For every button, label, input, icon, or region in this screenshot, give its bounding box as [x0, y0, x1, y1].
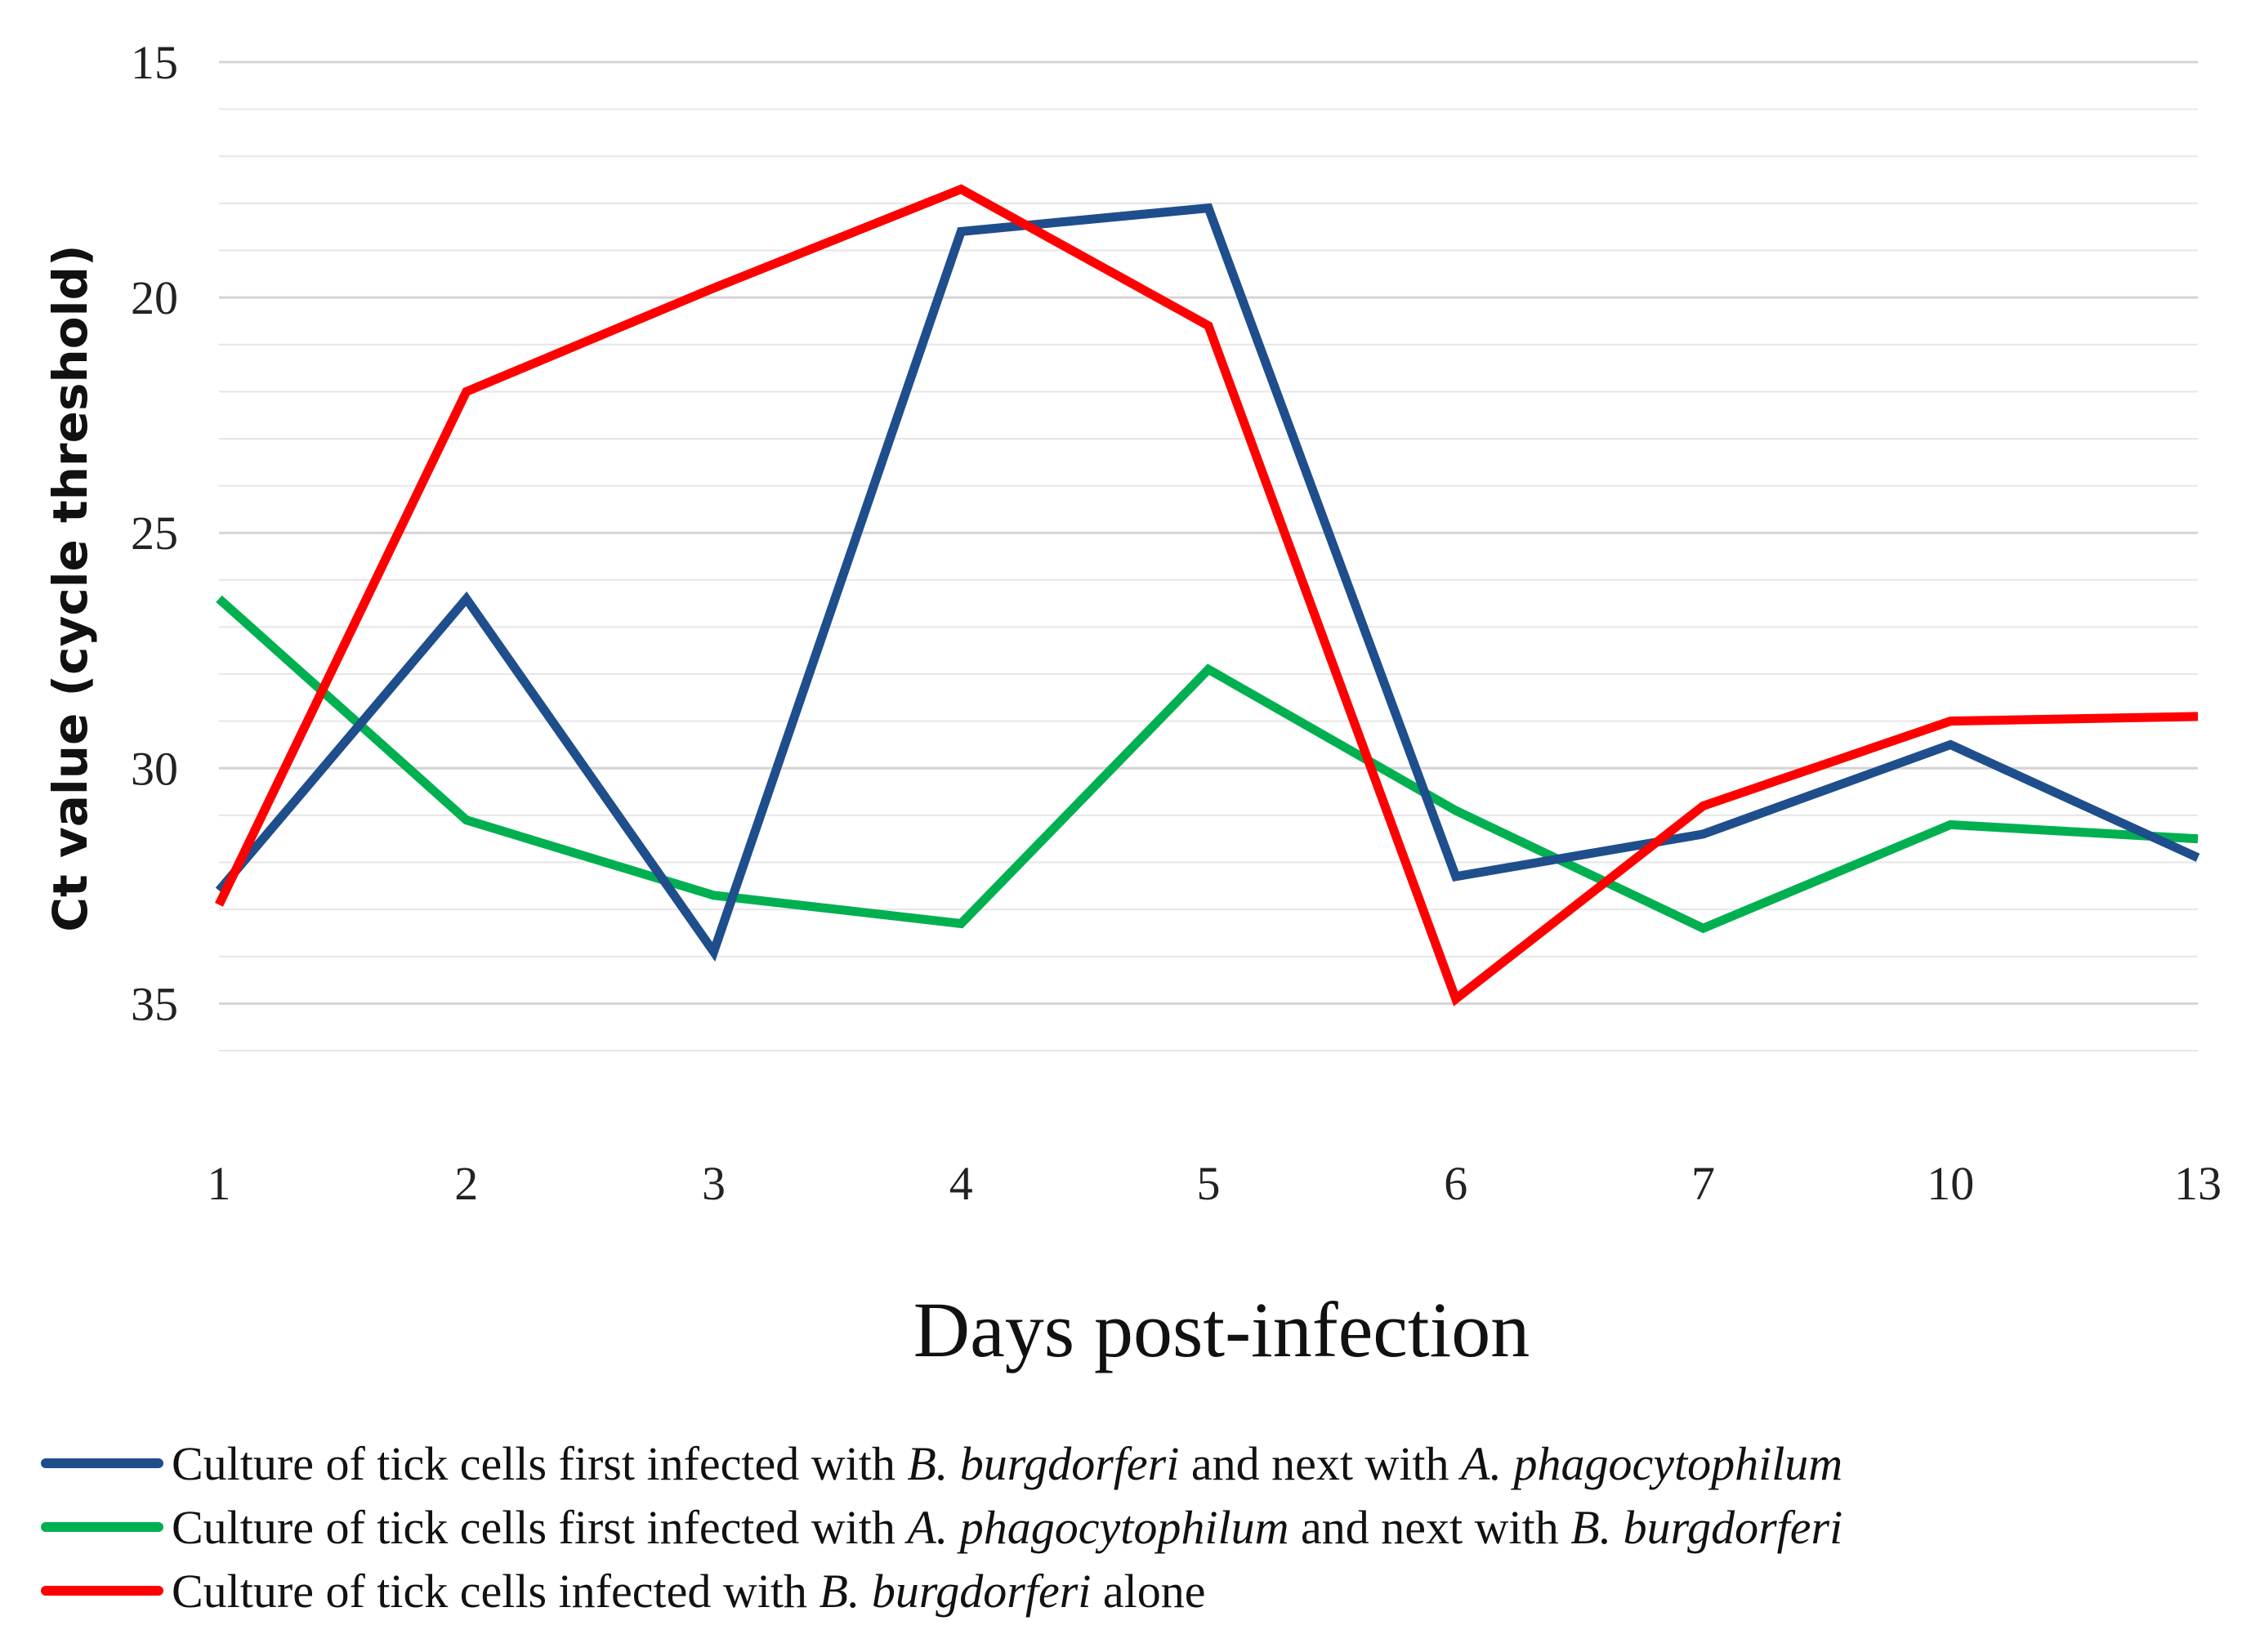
- legend-swatch: [41, 1586, 163, 1596]
- y-tick-label: 35: [131, 977, 178, 1030]
- y-tick-label: 30: [131, 742, 178, 795]
- series-line-2: [216, 595, 2199, 934]
- x-tick-label: 13: [2174, 1157, 2222, 1210]
- x-tick-label: 7: [1691, 1157, 1715, 1210]
- series-line-1: [215, 203, 2200, 962]
- series-line-3: [215, 184, 2199, 1007]
- x-tick-label: 10: [1927, 1157, 1974, 1210]
- legend-label: Culture of tick cells first infected wit…: [172, 1500, 1843, 1554]
- x-tick-label: 5: [1197, 1157, 1221, 1210]
- legend-item: Culture of tick cells first infected wit…: [41, 1495, 1842, 1559]
- legend-item: Culture of tick cells infected with B. b…: [41, 1559, 1842, 1623]
- x-tick-label: 1: [208, 1157, 231, 1210]
- y-tick-labels: 15 20 25 30 35: [131, 36, 178, 1030]
- legend-swatch: [41, 1522, 163, 1532]
- legend-label: Culture of tick cells first infected wit…: [172, 1436, 1843, 1490]
- x-tick-label: 6: [1444, 1157, 1467, 1210]
- x-axis-label: Days post-infection: [913, 1286, 1530, 1373]
- y-axis-label: Ct value (cycle threshold): [42, 244, 98, 931]
- series-lines: [215, 184, 2200, 1007]
- x-tick-labels: 1 2 3 4 5 6 7 10 13: [208, 1157, 2222, 1210]
- legend-swatch: [41, 1458, 163, 1468]
- legend: Culture of tick cells first infected wit…: [41, 1431, 1842, 1623]
- x-tick-label: 4: [949, 1157, 973, 1210]
- y-tick-label: 15: [131, 36, 178, 89]
- legend-label: Culture of tick cells infected with B. b…: [172, 1564, 1206, 1618]
- legend-item: Culture of tick cells first infected wit…: [41, 1431, 1842, 1495]
- y-tick-label: 20: [131, 271, 178, 324]
- y-tick-label: 25: [131, 507, 178, 560]
- x-tick-label: 3: [702, 1157, 726, 1210]
- x-tick-label: 2: [454, 1157, 478, 1210]
